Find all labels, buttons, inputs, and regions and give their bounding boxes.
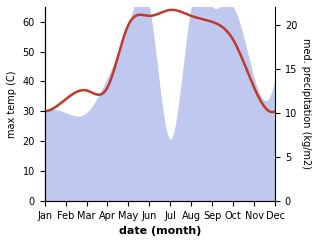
Y-axis label: max temp (C): max temp (C) xyxy=(7,70,17,138)
X-axis label: date (month): date (month) xyxy=(119,226,201,236)
Y-axis label: med. precipitation (kg/m2): med. precipitation (kg/m2) xyxy=(301,38,311,169)
